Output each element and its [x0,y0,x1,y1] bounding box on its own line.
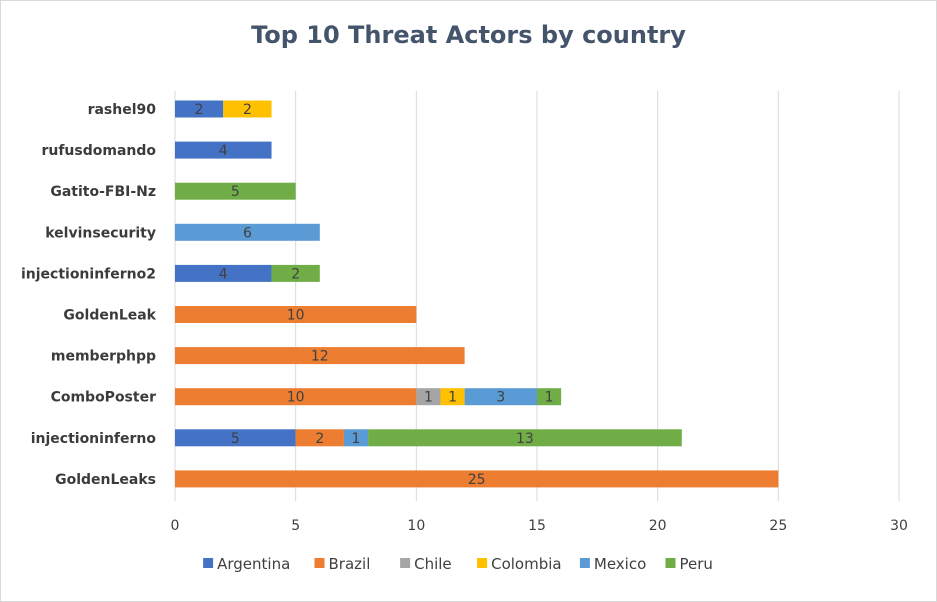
bar-segment-mexico [464,388,537,406]
bar-segment-colombia [440,388,465,406]
legend-swatch-brazil [314,558,325,568]
category-label: memberphpp [51,349,156,365]
bar-segment-brazil [175,306,417,323]
bars [175,100,779,488]
data-label: 5 [231,431,240,447]
category-label: ComboPoster [51,390,157,406]
category-label: injectioninferno [31,431,157,447]
bar-segment-argentina [175,100,224,118]
bar-segment-brazil [175,470,779,488]
data-label: 4 [219,143,228,159]
data-label: 12 [311,349,329,365]
data-label: 1 [448,390,457,406]
legend-label-peru: Peru [680,555,713,573]
bar-segment-mexico [343,429,369,447]
legend-label-brazil: Brazil [329,555,371,573]
data-label: 2 [315,431,324,447]
data-label: 25 [468,472,486,488]
data-label: 10 [287,308,305,324]
category-label: kelvinsecurity [45,225,156,241]
bar-segment-peru [175,182,296,200]
axis-labels: 0 5 10 15 20 25 30rashel90rufusdomandoGatito-F… [21,102,908,534]
category-label: GoldenLeak [63,308,156,324]
x-tick-label: 0 [171,518,180,534]
data-label: 3 [496,390,505,406]
data-label: 1 [424,390,433,406]
x-tick-label: 20 [649,518,667,534]
bar-segment-brazil [295,429,344,447]
category-label: injectioninferno2 [21,266,156,282]
bar-segment-brazil [175,388,417,406]
category-label: Gatito-FBI-Nz [50,184,156,200]
data-label: 5 [231,184,240,200]
legend-swatch-peru [665,558,676,568]
gridlines [174,91,900,501]
bar-segment-argentina [175,264,272,282]
bar-segment-peru [271,264,320,282]
data-label: 2 [243,102,252,118]
x-tick-label: 25 [769,518,787,534]
data-label: 13 [516,431,534,447]
bar-segment-argentina [175,429,296,447]
category-label: rufusdomando [41,143,156,159]
chart-title: Top 10 Threat Actors by country [251,21,686,49]
x-tick-label: 10 [407,518,425,534]
bar-segment-mexico [175,223,320,241]
legend-swatch-chile [400,558,411,568]
bar-segment-peru [368,429,682,447]
data-label: 4 [219,266,228,282]
legend-label-argentina: Argentina [217,555,290,573]
data-label: 1 [545,390,554,406]
bar-segment-brazil [175,347,465,365]
bar-segment-colombia [223,100,272,118]
bar-segment-peru [537,388,562,406]
data-label: 1 [352,431,361,447]
category-label: GoldenLeaks [55,472,156,488]
legend: Argentina Brazil Chile Colombia Mexico Peru [203,555,713,573]
legend-label-chile: Chile [414,555,452,573]
data-label: 10 [287,390,305,406]
category-label: rashel90 [88,102,157,118]
legend-label-mexico: Mexico [594,555,646,573]
legend-swatch-argentina [203,558,214,568]
bar-segment-argentina [175,141,272,159]
legend-label-colombia: Colombia [491,555,561,573]
x-tick-label: 30 [890,518,908,534]
data-label: 2 [291,266,300,282]
data-label: 6 [243,225,252,241]
data-label: 2 [195,102,204,118]
bar-segment-chile [416,388,441,406]
legend-swatch-colombia [477,558,488,568]
legend-swatch-mexico [579,558,590,568]
x-tick-label: 15 [528,518,546,534]
x-tick-label: 5 [291,518,300,534]
